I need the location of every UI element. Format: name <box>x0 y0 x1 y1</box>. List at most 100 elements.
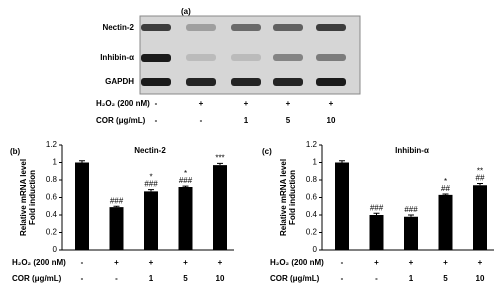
treatment-label: H₂O₂ (200 nM) <box>96 99 150 108</box>
treatment-level: 1 <box>149 274 154 283</box>
significance-mark: * <box>444 177 447 186</box>
y-tick-label: 0.8 <box>46 175 58 184</box>
bar <box>144 191 158 250</box>
y-axis-label: Fold induction <box>28 170 37 225</box>
treatment-level: + <box>443 258 448 267</box>
panel-label: (b) <box>10 147 21 156</box>
treatment-level: + <box>183 258 188 267</box>
band-label: Inhibin-α <box>100 53 134 62</box>
treatment-label: COR (μg/mL) <box>12 274 62 283</box>
treatment-level: 10 <box>476 274 485 283</box>
treatment-label: H₂O₂ (200 nM) <box>12 258 66 267</box>
bar <box>369 215 384 250</box>
y-tick-label: 0.4 <box>306 210 318 219</box>
bar <box>75 162 89 250</box>
treatment-level: + <box>114 258 119 267</box>
band <box>316 54 346 61</box>
treatment-level: + <box>329 99 334 108</box>
band <box>316 78 346 86</box>
treatment-level: 1 <box>409 274 414 283</box>
significance-mark: ### <box>144 180 158 189</box>
significance-mark: ### <box>370 203 384 212</box>
treatment-level: + <box>218 258 223 267</box>
band <box>141 54 171 62</box>
treatment-level: + <box>374 258 379 267</box>
band <box>231 78 261 86</box>
chart-title: Nectin-2 <box>134 146 166 155</box>
treatment-level: - <box>115 274 118 283</box>
band <box>231 24 261 31</box>
band <box>273 24 303 31</box>
y-tick-label: 1.2 <box>306 140 318 149</box>
y-tick-label: 0.2 <box>306 228 318 237</box>
significance-mark: ### <box>179 176 193 185</box>
y-tick-label: 0 <box>313 245 318 254</box>
band <box>141 24 171 31</box>
band <box>273 78 303 86</box>
treatment-label: COR (μg/mL) <box>96 116 146 125</box>
y-tick-label: 0.8 <box>306 175 318 184</box>
significance-mark: * <box>184 169 187 178</box>
treatment-level: - <box>155 99 158 108</box>
significance-mark: ### <box>110 196 124 205</box>
significance-mark: * <box>149 173 152 182</box>
band-label: GAPDH <box>105 77 134 86</box>
treatment-level: - <box>375 274 378 283</box>
blot-panel: (a) <box>139 7 361 95</box>
treatment-level: 10 <box>216 274 225 283</box>
bar <box>335 162 349 250</box>
treatment-level: - <box>81 274 84 283</box>
band <box>186 54 216 61</box>
bar <box>404 216 418 250</box>
band-label: Nectin-2 <box>102 23 134 32</box>
treatment-level: + <box>149 258 154 267</box>
treatment-level: + <box>286 99 291 108</box>
treatment-level: + <box>409 258 414 267</box>
band <box>141 78 171 86</box>
bar <box>109 207 124 250</box>
band <box>186 24 216 31</box>
treatment-level: 5 <box>443 274 448 283</box>
treatment-level: + <box>478 258 483 267</box>
bar <box>473 185 487 250</box>
treatment-level: - <box>155 116 158 125</box>
chart-title: Inhibin-α <box>395 146 429 155</box>
treatment-level: 10 <box>327 116 336 125</box>
y-tick-label: 0.6 <box>306 193 318 202</box>
significance-mark: ## <box>476 174 485 183</box>
treatment-level: - <box>341 258 344 267</box>
treatment-level: - <box>341 274 344 283</box>
y-tick-label: 1 <box>313 158 318 167</box>
band <box>273 54 303 61</box>
significance-mark: *** <box>215 153 224 162</box>
bar <box>178 187 193 250</box>
significance-mark: ### <box>404 205 418 214</box>
panel-label: (a) <box>181 7 191 16</box>
treatment-level: + <box>199 99 204 108</box>
bar <box>213 165 227 250</box>
y-axis-label: Relative mRNA level <box>19 159 28 236</box>
y-tick-label: 0.6 <box>46 193 58 202</box>
bar <box>438 194 453 250</box>
y-axis-label: Fold induction <box>288 170 297 225</box>
treatment-label: COR (μg/mL) <box>270 274 320 283</box>
y-tick-label: 0.4 <box>46 210 58 219</box>
treatment-level: 1 <box>244 116 249 125</box>
band <box>316 24 346 31</box>
y-tick-label: 1 <box>53 158 58 167</box>
treatment-label: H₂O₂ (200 nM) <box>270 258 324 267</box>
treatment-level: + <box>244 99 249 108</box>
y-tick-label: 1.2 <box>46 140 58 149</box>
band <box>186 78 216 86</box>
y-axis-label: Relative mRNA level <box>279 159 288 236</box>
treatment-level: - <box>200 116 203 125</box>
treatment-level: 5 <box>286 116 291 125</box>
significance-mark: ## <box>441 184 450 193</box>
treatment-level: 5 <box>183 274 188 283</box>
treatment-level: - <box>81 258 84 267</box>
panel-label: (c) <box>262 147 272 156</box>
band <box>231 54 261 61</box>
significance-mark: ** <box>477 167 483 176</box>
y-tick-label: 0 <box>53 245 58 254</box>
